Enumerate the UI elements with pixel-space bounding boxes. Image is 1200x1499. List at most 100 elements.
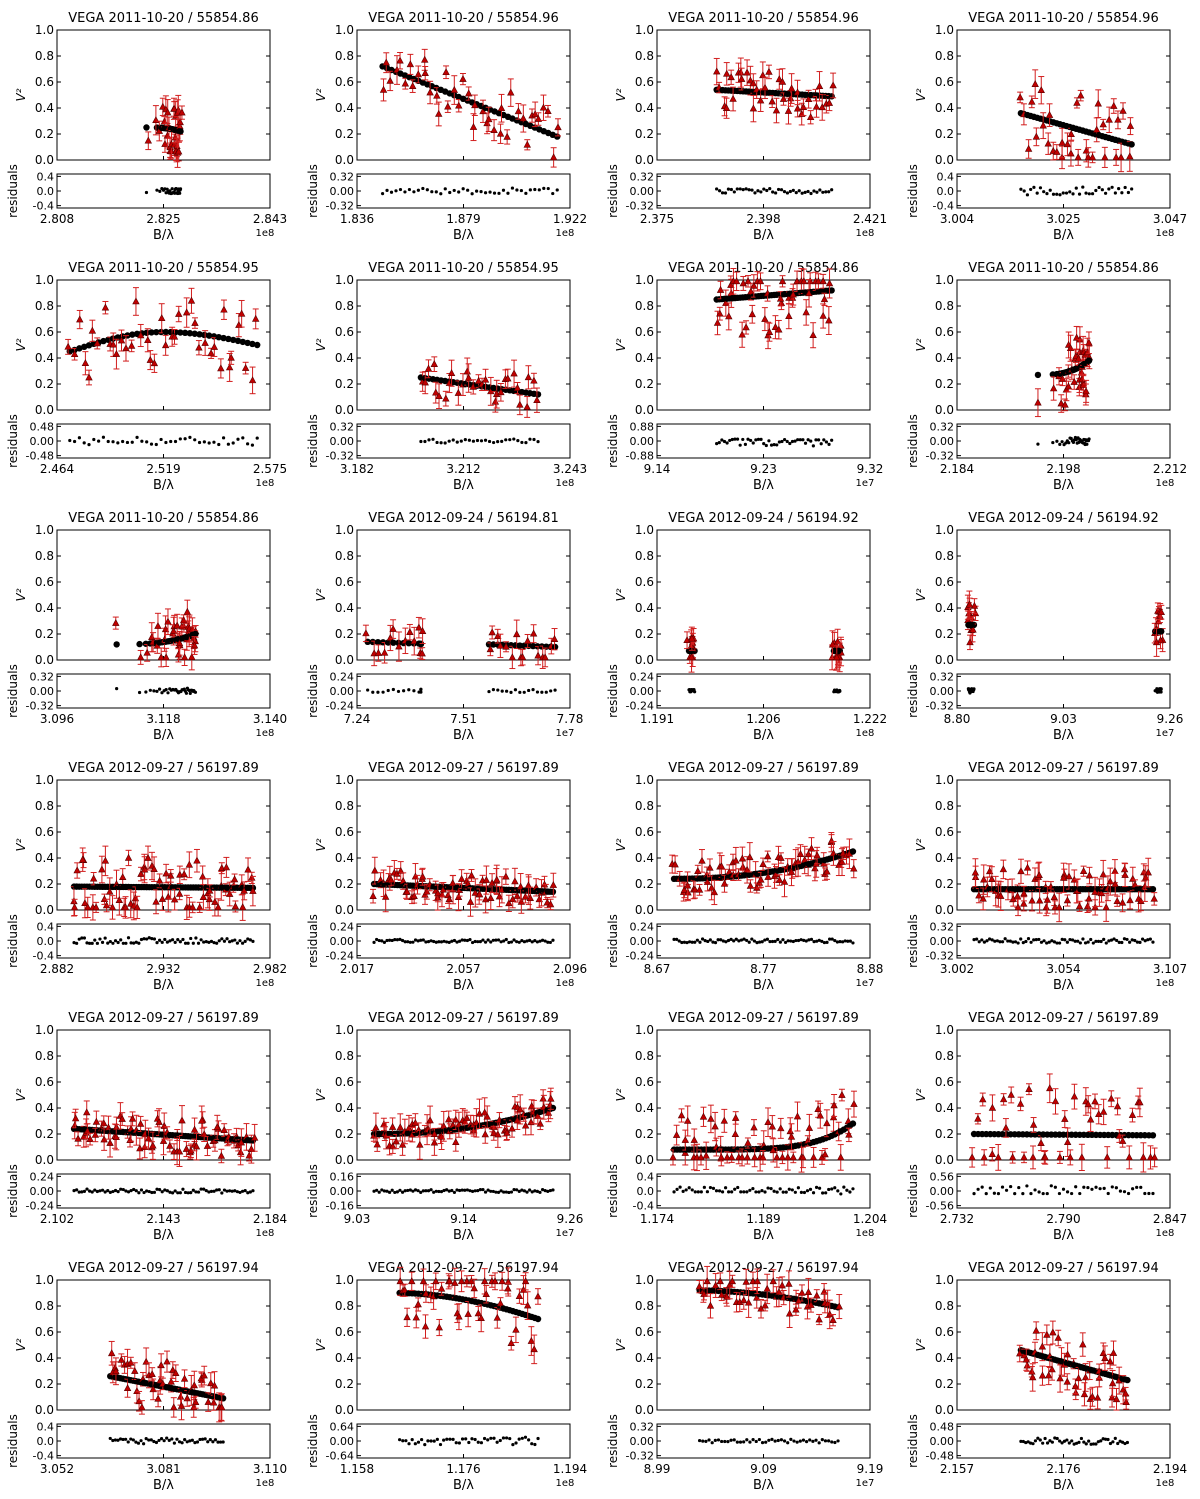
x-tick-label: 8.80 [944,712,971,726]
residual-point [720,191,725,195]
data-point [1070,377,1078,385]
subplot: VEGA 2012-09-27 / 56197.89 1.0 0.8 0.6 0.4 0.… [306,761,587,993]
residual-point [82,441,86,445]
data-point [382,58,390,66]
residual-point [772,443,776,447]
residual-point [193,438,197,442]
residual-point [504,937,508,942]
residual-point [750,937,754,941]
y-axis-label: V² [914,88,928,101]
model-point [113,641,120,648]
data-point [491,397,500,405]
data-point [91,1130,100,1138]
residual-point [463,438,467,442]
residual-point [830,188,834,192]
data-point [362,629,370,637]
residual-point [186,941,190,945]
residual-axes-frame [956,173,1171,209]
data-point [211,897,219,905]
residual-point [735,437,740,441]
data-point [1044,139,1052,147]
plot-title: VEGA 2011-10-20 / 55854.96 [368,11,558,26]
residual-point [80,1190,84,1194]
x-tick-label: 1.836 [340,212,374,226]
residual-point [233,938,237,942]
data-point [531,110,539,118]
x-tick-label: 1.879 [446,212,480,226]
data-point [83,1108,91,1116]
residual-point [721,939,725,943]
data-point [421,378,429,386]
residual-point [465,938,469,943]
y-tick-label: 0.0 [635,153,654,167]
residual-point [995,939,999,943]
residual-point [733,437,737,441]
data-point [1075,902,1084,910]
x-tick-label: 2.184 [253,1212,287,1226]
residual-point [106,439,110,444]
residual-point [471,439,476,443]
residual-point [163,937,167,942]
residual-point [1058,442,1062,446]
residual-point [1045,192,1049,196]
data-point [450,85,459,93]
data-point [546,900,555,908]
residual-point [77,1190,81,1194]
residual-point [121,941,125,945]
x-exponent-label: 1e7 [1156,728,1175,739]
data-point [495,892,504,900]
residual-point [1115,938,1119,943]
residual-point [455,440,459,444]
x-exponent-label: 1e8 [556,228,575,239]
residual-point [1000,940,1005,944]
main-axes-frame [956,29,1171,161]
x-axis-label: B/λ [753,728,774,743]
data-point [850,864,858,872]
data-point [381,892,390,900]
data-point [455,101,463,109]
data-point [178,108,186,116]
y-tick-label: 0.4 [935,851,954,865]
data-point [143,648,151,656]
data-point [118,1114,126,1122]
data-point [759,71,767,79]
x-axis-label: B/λ [753,228,774,243]
data-point [794,857,802,865]
residual-point [827,190,831,194]
residual-point [1155,690,1160,694]
x-tick-label: 2.825 [146,212,180,226]
y-tick-label: 0.8 [635,299,654,313]
residual-point [231,441,235,445]
residual-point [178,187,183,191]
data-point [188,653,196,660]
y-tick-label: 1.0 [935,773,954,787]
data-point [244,865,252,873]
data-point [1020,899,1028,907]
data-point [743,68,751,76]
y-tick-label: 0.0 [335,403,354,417]
residual-point [144,190,149,195]
residual-point [408,940,412,944]
data-point [788,293,797,301]
residual-point [510,186,515,190]
model-point [205,332,213,339]
residual-point [491,938,495,942]
residual-tick-label: -0.24 [626,700,654,713]
data-point [76,315,84,323]
y-tick-label: 0.0 [935,903,954,917]
y-tick-label: 1.0 [35,273,54,287]
residual-point [144,690,148,694]
residual-point [972,938,976,942]
data-point [386,76,394,84]
data-point [504,374,512,382]
residual-point [432,939,436,944]
data-point [502,642,510,650]
x-tick-label: 8.88 [857,962,884,976]
residual-point [496,688,500,692]
data-point [227,353,235,361]
residual-point [804,939,808,943]
data-point [1043,895,1052,903]
data-point [371,866,379,874]
residual-point [970,687,974,691]
residual-point [531,688,535,692]
